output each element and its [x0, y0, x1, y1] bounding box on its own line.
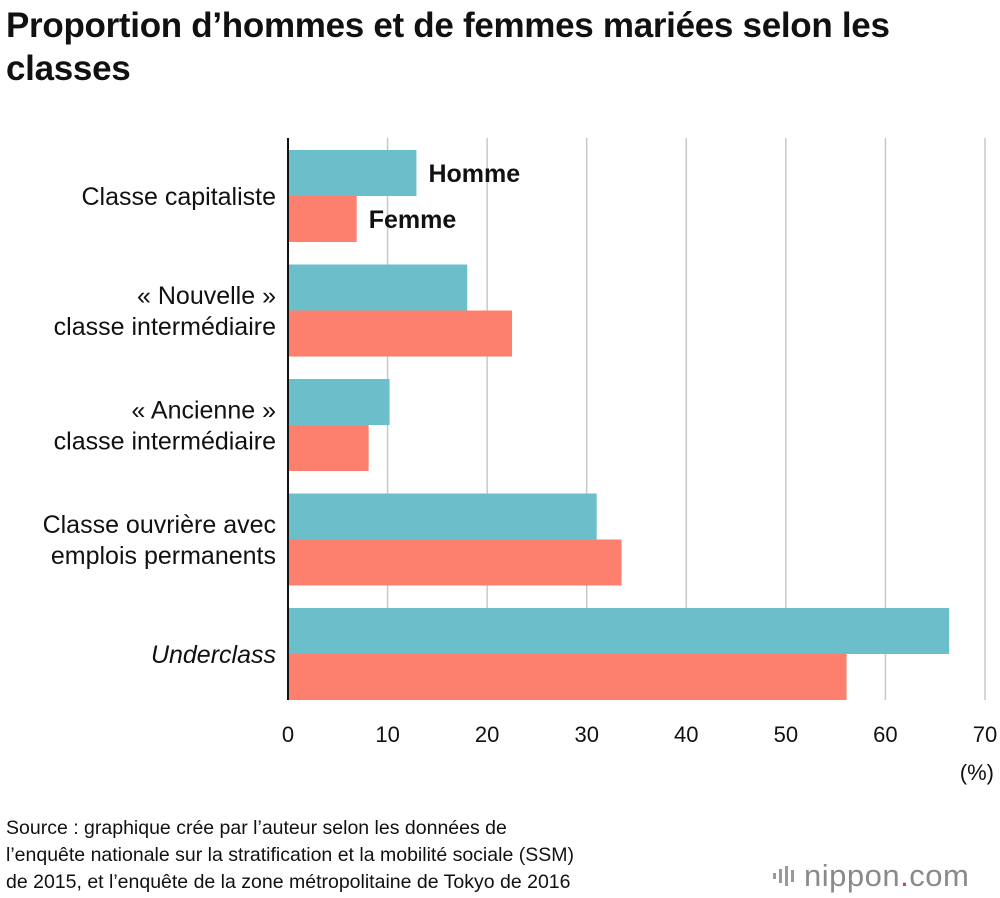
x-tick-label: 30 — [574, 722, 598, 747]
bars — [288, 150, 950, 700]
logo-dot: . — [900, 858, 910, 893]
bar-femme — [288, 196, 357, 242]
nippon-logo-icon — [773, 866, 794, 886]
x-tick-label: 0 — [282, 722, 294, 747]
category-label: classe intermédiaire — [54, 428, 276, 456]
bar-homme — [288, 608, 950, 654]
bar-homme — [288, 264, 468, 311]
x-tick-label: 50 — [774, 722, 798, 747]
chart-title: Proportion d’hommes et de femmes mariées… — [6, 6, 890, 88]
category-labels: Classe capitaliste « Nouvelle » classe int… — [43, 183, 276, 669]
x-tick-label: 20 — [475, 722, 499, 747]
x-tick-labels: 0 10 20 30 40 50 60 70 — [282, 722, 997, 747]
source-line: Source : graphique crée par l’auteur sel… — [6, 817, 507, 839]
category-label: « Nouvelle » — [137, 282, 276, 310]
logo-name: nippon — [804, 858, 901, 893]
bar-homme — [288, 150, 417, 196]
logo-text: nippon.com — [804, 858, 969, 894]
source-line: de 2015, et l’enquête de la zone métropo… — [6, 871, 571, 893]
category-label: « Ancienne » — [131, 397, 276, 425]
series-label-femme: Femme — [369, 206, 457, 234]
x-tick-label: 40 — [674, 722, 698, 747]
source-line: l’enquête nationale sur la stratificatio… — [6, 844, 574, 866]
x-tick-label: 70 — [973, 722, 997, 747]
x-tick-label: 60 — [873, 722, 897, 747]
category-label: Classe capitaliste — [81, 183, 276, 211]
series-labels: Homme Femme — [369, 160, 521, 234]
category-label: emplois permanents — [51, 542, 276, 570]
category-label: Underclass — [151, 641, 276, 669]
bar-femme — [288, 425, 369, 471]
bar-homme — [288, 379, 390, 425]
bar-chart: Classe capitaliste « Nouvelle » classe int… — [43, 138, 997, 785]
nippon-logo: nippon.com — [772, 856, 969, 896]
x-tick-label: 10 — [375, 722, 399, 747]
grid-lines — [386, 138, 986, 700]
category-label: Classe ouvrière avec — [43, 511, 276, 539]
category-label: classe intermédiaire — [54, 313, 276, 341]
bar-femme — [288, 310, 513, 357]
logo-tld: com — [909, 858, 970, 893]
bar-femme — [288, 539, 622, 586]
series-label-homme: Homme — [428, 160, 520, 188]
bar-homme — [288, 493, 597, 540]
bar-femme — [288, 654, 847, 700]
x-unit-label: (%) — [960, 760, 994, 785]
source-note: Source : graphique crée par l’auteur sel… — [6, 815, 766, 896]
